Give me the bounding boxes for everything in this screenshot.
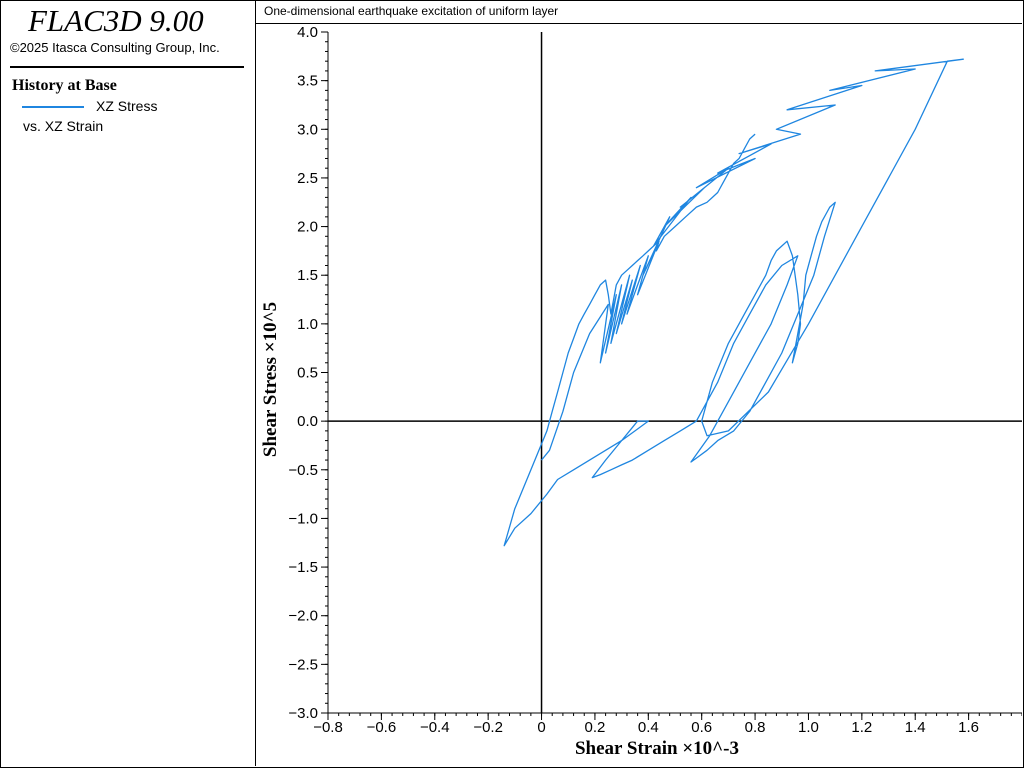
app-title: FLAC3D 9.00 (28, 3, 204, 38)
legend-entry-subtitle: vs. XZ Strain (23, 118, 104, 134)
y-tick-label: −1.5 (288, 559, 318, 576)
y-tick-label: −0.5 (288, 462, 318, 479)
y-tick-label: −2.5 (288, 656, 318, 673)
legend-line-swatch (22, 106, 84, 108)
y-tick-label: 2.0 (297, 219, 318, 236)
x-tick-label: 0.2 (584, 719, 605, 736)
legend-panel: FLAC3D 9.00 ©2025 Itasca Consulting Grou… (0, 0, 256, 766)
x-tick-label: 1.0 (798, 719, 819, 736)
x-tick-label: 0.4 (638, 719, 659, 736)
x-axis-title: Shear Strain ×10^-3 (575, 738, 739, 759)
legend-divider (10, 66, 244, 68)
copyright-notice: ©2025 Itasca Consulting Group, Inc. (10, 40, 220, 55)
x-tick-label: 1.6 (958, 719, 979, 736)
stress-strain-chart: 4.0 3.5 3.0 2.5 2.0 1.5 1.0 0.5 0.0 −0.5 −1.0 −1.5 −… (260, 25, 1022, 759)
plot-title-bar: One-dimensional earthquake excitation of… (256, 0, 1022, 24)
y-tick-label: 2.5 (297, 170, 318, 187)
legend-heading: History at Base (12, 77, 117, 94)
y-tick-label: 3.5 (297, 73, 318, 90)
x-tick-label: −0.8 (313, 719, 343, 736)
x-tick-label: −0.4 (420, 719, 450, 736)
y-tick-label: 1.0 (297, 316, 318, 333)
x-tick-label: 1.4 (905, 719, 926, 736)
series-line-xz-stress (503, 58, 964, 547)
y-tick-label: 0.5 (297, 365, 318, 382)
x-tick-label: 0 (537, 719, 545, 736)
y-tick-label: 1.5 (297, 267, 318, 284)
y-tick-label: −1.0 (288, 510, 318, 527)
x-tick-label: −0.2 (473, 719, 503, 736)
y-tick-label: 4.0 (297, 25, 318, 41)
x-tick-label: 0.6 (691, 719, 712, 736)
plot-title: One-dimensional earthquake excitation of… (264, 4, 559, 18)
x-tick-label: 0.8 (745, 719, 766, 736)
y-axis-title: Shear Stress ×10^5 (260, 302, 281, 457)
y-tick-label: −3.0 (288, 705, 318, 722)
legend-entry-name: XZ Stress (96, 98, 158, 114)
x-tick-label: −0.6 (367, 719, 397, 736)
x-tick-label: 1.2 (851, 719, 872, 736)
y-tick-label: 3.0 (297, 121, 318, 138)
y-tick-label: 0.0 (297, 413, 318, 430)
y-tick-label: −2.0 (288, 608, 318, 625)
